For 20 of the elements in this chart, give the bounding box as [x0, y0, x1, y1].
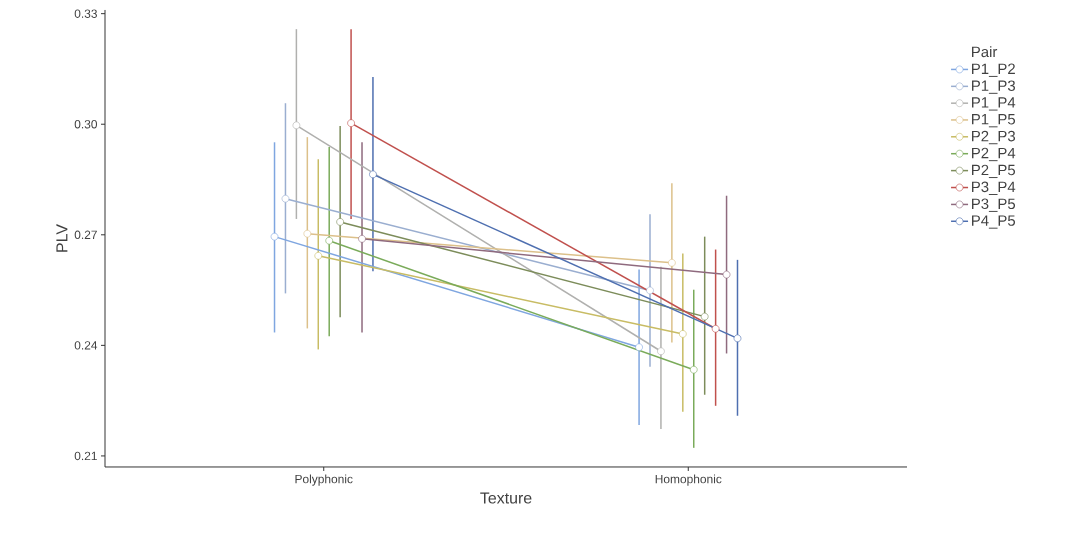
- legend-label: P3_P5: [972, 198, 1016, 212]
- x-tick-label: Homophonic: [655, 474, 722, 486]
- legend-title: Pair: [972, 46, 998, 58]
- legend-label: P2_P4: [972, 147, 1016, 162]
- y-tick-label: 0.27: [74, 230, 97, 240]
- x-axis-title: Texture: [480, 492, 532, 504]
- y-tick-label: 0.30: [74, 120, 98, 129]
- legend-label: P2_P3: [972, 130, 1016, 145]
- legend-label: P2_P5: [972, 164, 1016, 179]
- legend-label: P1_P2: [972, 63, 1015, 77]
- y-tick-label: 0.33: [74, 9, 97, 18]
- y-axis-title: PLV: [56, 224, 68, 252]
- legend-label: P3_P4: [972, 181, 1016, 195]
- x-tick-label: Polyphonic: [295, 474, 353, 486]
- legend-label: P1_P4: [972, 97, 1016, 111]
- y-tick-label: 0.21: [74, 451, 97, 461]
- legend-label: P4_P5: [972, 215, 1016, 229]
- legend-label: P1_P5: [972, 114, 1016, 128]
- legend-label: P1_P3: [972, 80, 1016, 94]
- y-tick-label: 0.24: [74, 341, 98, 350]
